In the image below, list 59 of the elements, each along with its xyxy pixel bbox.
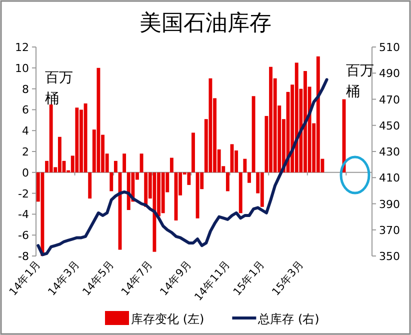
bar <box>58 136 62 172</box>
x-tick-label: 15年1月 <box>231 258 268 298</box>
y-tick-label: 2 <box>22 146 29 158</box>
bar <box>208 78 212 172</box>
bar <box>170 158 174 172</box>
legend-label: 库存变化 (左) <box>131 312 204 326</box>
bar <box>252 96 256 172</box>
y2-tick-label: 470 <box>379 93 400 106</box>
bar <box>316 56 320 172</box>
bar <box>75 108 79 172</box>
y-tick-label: 0 <box>22 166 29 180</box>
bar <box>40 172 44 256</box>
x-tick-label: 15年3月 <box>270 258 306 298</box>
bar <box>49 104 53 172</box>
y-tick-label: 10 <box>15 62 29 75</box>
y-tick-label: 12 <box>15 41 29 54</box>
bar <box>260 172 264 207</box>
bar <box>187 172 191 185</box>
y-tick-label: -8 <box>18 250 29 263</box>
bar <box>140 154 144 172</box>
bar <box>122 154 126 172</box>
x-tick-label: 14年3月 <box>46 258 82 298</box>
x-tick-label: 14年5月 <box>80 258 117 298</box>
y-tick-label: 4 <box>22 124 29 138</box>
bar <box>110 172 114 192</box>
y2-tick-label: 510 <box>379 41 400 54</box>
chart-title: 美国石油库存 <box>140 11 272 36</box>
bar <box>248 172 251 183</box>
bar <box>152 172 156 252</box>
x-tick-label: 14年11月 <box>192 258 233 304</box>
y2-tick-label: 450 <box>379 119 400 132</box>
bar <box>144 172 148 207</box>
bar <box>196 172 200 218</box>
y2-tick-label: 350 <box>379 250 400 263</box>
bar <box>114 160 118 172</box>
y2-tick-label: 410 <box>379 172 400 185</box>
y-tick-label: -4 <box>18 208 29 222</box>
y-tick-label: 8 <box>22 82 29 96</box>
y2-tick-label: 390 <box>379 198 400 211</box>
bar <box>88 172 92 199</box>
bar <box>243 158 247 172</box>
bar <box>96 68 100 172</box>
y-tick-label: 6 <box>22 104 29 117</box>
bar <box>238 172 242 214</box>
y2-tick-label: 370 <box>379 224 400 237</box>
bar <box>192 132 195 172</box>
x-tick-label: 14年7月 <box>119 258 156 298</box>
legend-label: 总库存 (右) <box>257 312 320 326</box>
bar <box>226 172 230 192</box>
bar <box>84 103 88 172</box>
y2-axis-title: 百万桶 <box>346 63 374 100</box>
y-tick-label: -2 <box>18 187 29 200</box>
bar <box>161 172 165 214</box>
y-tick-label: -6 <box>18 229 29 242</box>
x-tick-label: 14年9月 <box>158 258 194 298</box>
y-axis-title: 百万桶 <box>45 70 73 107</box>
y2-tick-label: 490 <box>379 67 400 80</box>
y2-tick-label: 430 <box>379 146 400 158</box>
bar <box>294 62 298 172</box>
